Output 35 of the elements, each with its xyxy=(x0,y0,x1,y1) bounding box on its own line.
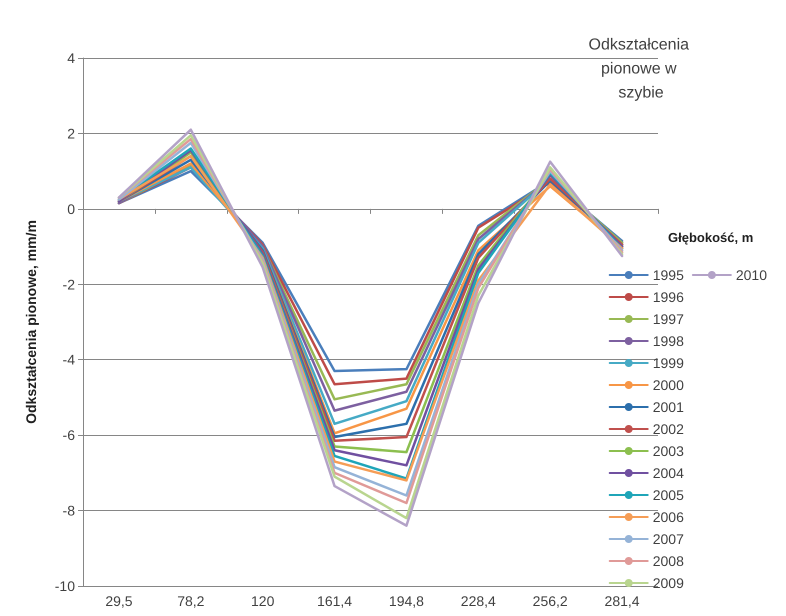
y-tick-label: -4 xyxy=(62,352,76,368)
legend-label: 2000 xyxy=(652,377,684,393)
y-tick-label: -2 xyxy=(62,276,76,292)
legend-label: 2002 xyxy=(652,421,684,437)
legend-label: 2004 xyxy=(652,465,684,481)
legend-label: 1997 xyxy=(652,311,684,327)
legend-label: 2008 xyxy=(652,553,684,569)
legend-label: 2010 xyxy=(736,267,768,283)
x-tick-label: 161,4 xyxy=(317,593,352,609)
legend-label: 2001 xyxy=(652,399,684,415)
y-tick-label: -10 xyxy=(54,578,76,594)
y-tick-label: 4 xyxy=(67,50,76,66)
legend-label: 1998 xyxy=(652,333,684,349)
x-axis-title: Głębokość, m xyxy=(668,230,754,245)
x-tick-label: 78,2 xyxy=(177,593,205,609)
x-tick-label: 29,5 xyxy=(105,593,133,609)
legend-label: 1996 xyxy=(652,289,684,305)
legend-label: 1999 xyxy=(652,355,684,371)
x-tick-label: 228,4 xyxy=(460,593,496,609)
x-tick-label: 120 xyxy=(251,593,275,609)
legend-label: 2006 xyxy=(652,509,684,525)
legend-label: 2003 xyxy=(652,443,684,459)
y-tick-label: -6 xyxy=(62,427,76,444)
y-axis-title: Odkształcenia pionowe, mm/m xyxy=(23,220,39,424)
y-tick-label: 0 xyxy=(67,200,76,217)
x-tick-label: 194,8 xyxy=(388,593,424,609)
legend-label: 2005 xyxy=(652,487,684,503)
legend-label: 1995 xyxy=(652,267,684,283)
x-tick-label: 281,4 xyxy=(604,593,640,609)
y-tick-label: 2 xyxy=(67,125,76,142)
y-tick-label: -8 xyxy=(62,502,76,519)
chart-title: Odkształcenia pionowe w szybie xyxy=(588,36,694,102)
legend-label: 2009 xyxy=(652,575,684,591)
legend-label: 2007 xyxy=(652,531,684,547)
x-tick-label: 256,2 xyxy=(532,593,568,609)
